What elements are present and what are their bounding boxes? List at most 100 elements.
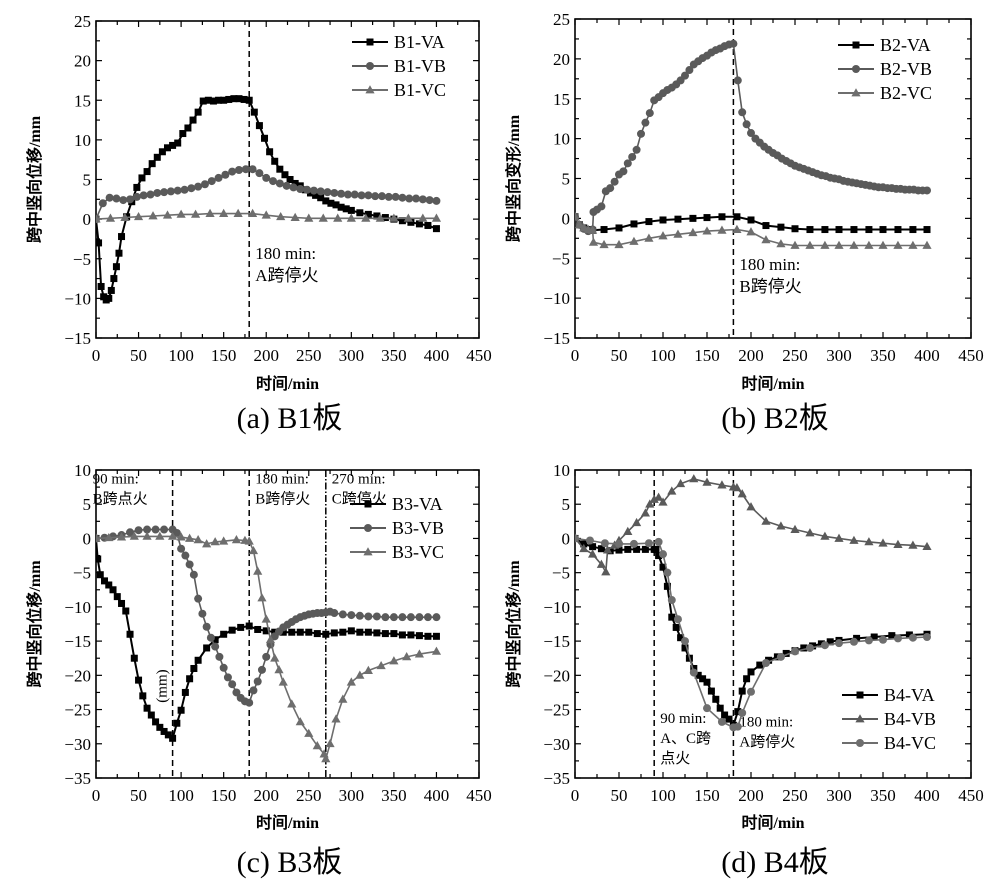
legend: B1-VA B1-VB B1-VC bbox=[352, 32, 446, 100]
data-point-B4-VA bbox=[707, 687, 715, 695]
y-tick-label: 25 bbox=[553, 10, 570, 29]
y-tick-label: 25 bbox=[74, 12, 91, 31]
data-point-B3-VC bbox=[346, 677, 356, 686]
data-point-B3-VB bbox=[253, 677, 262, 686]
data-point-B3-VC bbox=[219, 536, 229, 545]
data-point-B3-VC bbox=[193, 535, 203, 544]
data-point-B1-VA bbox=[158, 148, 166, 156]
data-point-B1-VA bbox=[215, 96, 223, 104]
data-point-B1-VA bbox=[153, 153, 161, 161]
data-point-B2-VC bbox=[575, 211, 580, 221]
y-tick-label: −15 bbox=[64, 329, 91, 348]
data-point-B2-VA bbox=[689, 214, 697, 222]
data-point-B2-VB bbox=[738, 108, 747, 117]
x-tick-label: 400 bbox=[914, 346, 940, 365]
y-tick-label: 10 bbox=[74, 461, 91, 480]
data-point-B4-VC bbox=[820, 641, 829, 650]
data-point-B4-VC bbox=[747, 687, 755, 696]
data-point-B1-VA bbox=[255, 122, 263, 130]
data-point-B1-VB bbox=[105, 193, 114, 202]
data-point-B4-VB bbox=[776, 521, 786, 530]
data-point-B4-VB bbox=[790, 524, 800, 533]
data-point-B2-VB bbox=[641, 118, 650, 127]
data-point-B1-VB bbox=[187, 184, 196, 193]
data-point-B3-VB bbox=[198, 609, 207, 618]
data-point-B1-VB bbox=[377, 192, 386, 201]
data-point-B3-VA bbox=[126, 630, 134, 638]
data-point-B2-VC bbox=[658, 231, 668, 240]
data-point-B4-VB bbox=[601, 567, 611, 576]
data-point-B3-VC bbox=[325, 738, 335, 748]
data-point-B1-VB bbox=[432, 196, 441, 205]
y-tick-label: 10 bbox=[553, 130, 570, 149]
data-point-B1-VB bbox=[262, 173, 271, 182]
data-point-B2-VB bbox=[619, 167, 628, 176]
y-tick-label: −15 bbox=[543, 632, 570, 651]
data-point-B3-VA bbox=[118, 599, 126, 607]
data-point-B3-VA bbox=[113, 593, 121, 601]
data-point-B2-VA bbox=[762, 222, 770, 230]
data-point-B3-VA bbox=[152, 718, 160, 726]
data-point-B3-VC bbox=[312, 741, 322, 750]
data-point-B1-VC bbox=[318, 213, 328, 222]
data-point-B1-VB bbox=[398, 193, 407, 202]
x-tick-label: 300 bbox=[339, 346, 365, 365]
legend-marker-square bbox=[366, 38, 374, 46]
data-point-B3-VC bbox=[331, 714, 341, 723]
data-point-B1-VA bbox=[230, 95, 238, 103]
data-point-B2-VC bbox=[864, 240, 874, 249]
data-point-B1-VC bbox=[304, 213, 314, 222]
legend-marker-triangle bbox=[365, 85, 375, 94]
legend-entry: B3-VB bbox=[392, 518, 444, 538]
panel-caption: (c) B3板 bbox=[237, 846, 343, 879]
data-point-B1-VC bbox=[290, 212, 300, 221]
data-point-B1-VA bbox=[342, 205, 350, 213]
y-tick-label: 5 bbox=[562, 495, 571, 514]
data-point-B3-VC bbox=[129, 531, 139, 540]
data-point-B3-VA bbox=[398, 631, 406, 639]
data-point-B1-VB bbox=[194, 182, 203, 191]
data-point-B2-VB bbox=[685, 66, 694, 75]
x-tick-label: 200 bbox=[253, 786, 279, 805]
data-point-B1-VB bbox=[248, 165, 257, 174]
data-point-B4-VC bbox=[659, 550, 667, 559]
data-point-B1-VC bbox=[248, 208, 258, 217]
data-point-B2-VA bbox=[777, 223, 785, 231]
x-tick-label: 300 bbox=[826, 346, 852, 365]
data-point-B1-VA bbox=[96, 239, 103, 247]
data-point-B2-VB bbox=[623, 159, 632, 168]
legend-marker-square bbox=[856, 691, 864, 699]
data-point-B3-VA bbox=[109, 586, 117, 594]
y-tick-label: −35 bbox=[543, 769, 570, 788]
data-point-B1-VB bbox=[269, 177, 278, 186]
data-point-B4-VC bbox=[738, 708, 747, 717]
data-point-B4-VB bbox=[645, 499, 655, 508]
data-point-B3-VC bbox=[231, 535, 242, 544]
data-point-B1-VA bbox=[235, 95, 243, 103]
data-point-B1-VC bbox=[133, 211, 144, 221]
data-point-B3-VC bbox=[321, 754, 331, 763]
data-point-B3-VB bbox=[389, 613, 398, 622]
annotation-text: B跨点火 bbox=[93, 491, 148, 508]
data-point-B1-VA bbox=[163, 144, 171, 152]
y-tick-label: −10 bbox=[543, 289, 570, 308]
x-tick-label: 150 bbox=[694, 786, 720, 805]
data-point-B4-VB bbox=[689, 474, 699, 483]
data-point-B4-VA bbox=[668, 613, 676, 621]
data-point-B1-VB bbox=[112, 194, 121, 203]
data-point-B4-VC bbox=[703, 704, 711, 713]
data-point-B3-VC bbox=[274, 665, 284, 674]
legend-entry: B4-VA bbox=[884, 685, 935, 705]
data-point-B4-VA bbox=[826, 638, 834, 646]
data-point-B1-VA bbox=[138, 174, 146, 182]
y-tick-label: −30 bbox=[543, 735, 570, 754]
data-point-B1-VA bbox=[327, 199, 335, 207]
data-point-B2-VA bbox=[835, 226, 843, 234]
data-point-B3-VB bbox=[245, 698, 254, 707]
data-point-B4-VB bbox=[632, 517, 642, 527]
data-point-B2-VC bbox=[629, 236, 639, 245]
data-point-B2-VC bbox=[893, 240, 903, 249]
data-point-B3-VA bbox=[177, 706, 185, 714]
annotation-text: 90 min: bbox=[93, 472, 139, 488]
data-point-B3-VC bbox=[176, 532, 186, 541]
